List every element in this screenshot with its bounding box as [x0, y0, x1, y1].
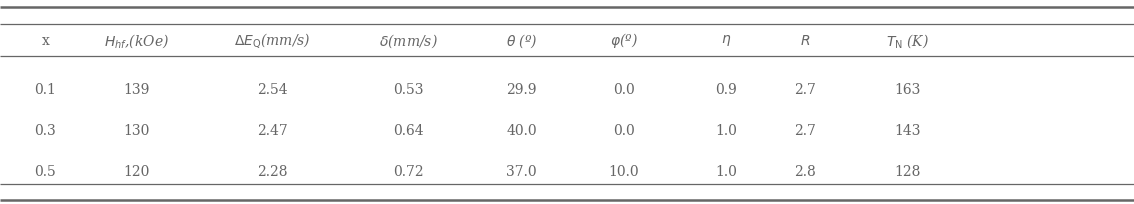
Text: 0.5: 0.5: [34, 164, 57, 178]
Text: 120: 120: [122, 164, 150, 178]
Text: 0.1: 0.1: [34, 83, 57, 97]
Text: 2.7: 2.7: [794, 124, 816, 137]
Text: 139: 139: [122, 83, 150, 97]
Text: 2.8: 2.8: [794, 164, 816, 178]
Text: $\delta$(mm/s): $\delta$(mm/s): [379, 32, 438, 50]
Text: 2.47: 2.47: [256, 124, 288, 137]
Text: 0.64: 0.64: [392, 124, 424, 137]
Text: 130: 130: [122, 124, 150, 137]
Text: $\varphi$(º): $\varphi$(º): [610, 31, 637, 50]
Text: 0.3: 0.3: [34, 124, 57, 137]
Text: 2.28: 2.28: [257, 164, 287, 178]
Text: 0.72: 0.72: [392, 164, 424, 178]
Text: 2.7: 2.7: [794, 83, 816, 97]
Text: x: x: [42, 34, 49, 48]
Text: 10.0: 10.0: [608, 164, 640, 178]
Text: 163: 163: [894, 83, 921, 97]
Text: 40.0: 40.0: [506, 124, 538, 137]
Text: 1.0: 1.0: [714, 164, 737, 178]
Text: $R$: $R$: [799, 34, 811, 48]
Text: 2.54: 2.54: [256, 83, 288, 97]
Text: 0.9: 0.9: [714, 83, 737, 97]
Text: 29.9: 29.9: [507, 83, 536, 97]
Text: $H_{hf}$,(kOe): $H_{hf}$,(kOe): [103, 32, 169, 50]
Text: $T_{\mathrm{N}}$ (K): $T_{\mathrm{N}}$ (K): [886, 32, 929, 50]
Text: $\theta$ (º): $\theta$ (º): [506, 32, 538, 50]
Text: 0.0: 0.0: [612, 83, 635, 97]
Text: $\Delta E_{\mathrm{Q}}$(mm/s): $\Delta E_{\mathrm{Q}}$(mm/s): [234, 31, 311, 50]
Text: 0.53: 0.53: [393, 83, 423, 97]
Text: 128: 128: [894, 164, 921, 178]
Text: $\eta$: $\eta$: [720, 33, 731, 48]
Text: 37.0: 37.0: [506, 164, 538, 178]
Text: 1.0: 1.0: [714, 124, 737, 137]
Text: 143: 143: [894, 124, 921, 137]
Text: 0.0: 0.0: [612, 124, 635, 137]
